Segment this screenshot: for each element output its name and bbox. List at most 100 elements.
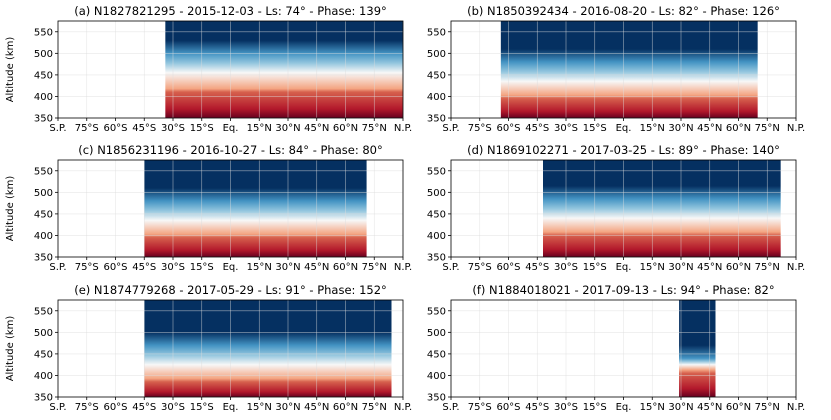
x-tick-label: 30°S xyxy=(554,123,578,134)
panel-b: S.P. 75°S 60°S 45°S 30°S 15°S Eq. 15°N 30°N 45°N 6… xyxy=(427,4,805,134)
x-tick-label: 30°N xyxy=(275,402,300,413)
y-tick-label: 350 xyxy=(427,253,446,264)
y-tick-label: 400 xyxy=(427,371,446,382)
x-tick-label: 60°S xyxy=(496,262,520,273)
y-tick-label: 500 xyxy=(427,328,446,339)
x-tick-label: 75°S xyxy=(75,262,99,273)
heatmap-field xyxy=(144,300,392,397)
x-tick-label: 75°N xyxy=(362,123,387,134)
heatmap-field xyxy=(543,160,781,257)
y-tick-label: 500 xyxy=(34,328,53,339)
x-tick-label: 75°S xyxy=(468,123,492,134)
x-tick-label: 30°S xyxy=(554,402,578,413)
y-tick-label: 500 xyxy=(427,188,446,199)
y-tick-label: 400 xyxy=(427,231,446,242)
y-axis-label: Altitude (km) xyxy=(5,316,16,382)
panel-title: (f) N1884018021 - 2017-09-13 - Ls: 94° -… xyxy=(472,283,774,297)
x-tick-label: 60°S xyxy=(496,402,520,413)
y-tick-label: 450 xyxy=(34,70,53,81)
y-tick-label: 500 xyxy=(427,49,446,60)
x-tick-label: N.P. xyxy=(787,262,805,273)
x-tick-label: 60°N xyxy=(726,123,751,134)
x-tick-label: 30°S xyxy=(161,262,185,273)
y-tick-label: 400 xyxy=(34,92,53,103)
x-tick-label: 60°S xyxy=(496,123,520,134)
x-tick-label: 75°N xyxy=(755,262,780,273)
x-tick-label: 30°N xyxy=(275,262,300,273)
x-tick-label: 60°N xyxy=(726,402,751,413)
panel-f: S.P. 75°S 60°S 45°S 30°S 15°S Eq. 15°N 30°N 45°N 6… xyxy=(427,283,805,413)
x-tick-label: 45°S xyxy=(132,262,156,273)
x-tick-label: 30°N xyxy=(668,123,693,134)
heatmap-field xyxy=(165,21,403,118)
x-tick-label: 15°N xyxy=(247,123,272,134)
x-tick-label: N.P. xyxy=(394,262,412,273)
x-tick-label: 45°S xyxy=(132,402,156,413)
x-tick-label: 30°S xyxy=(161,402,185,413)
x-tick-label: 15°S xyxy=(583,262,607,273)
x-tick-label: S.P. xyxy=(442,402,459,413)
y-tick-label: 550 xyxy=(34,306,53,317)
x-tick-label: Eq. xyxy=(223,123,239,134)
panel-title: (c) N1856231196 - 2016-10-27 - Ls: 84° -… xyxy=(78,143,383,157)
panel-e: S.P. 75°S 60°S 45°S 30°S 15°S Eq. 15°N 30°N 45°N 6… xyxy=(5,283,412,413)
y-tick-label: 500 xyxy=(34,49,53,60)
x-tick-label: 75°S xyxy=(468,402,492,413)
x-tick-label: 15°N xyxy=(640,262,665,273)
x-tick-label: 75°S xyxy=(75,123,99,134)
x-tick-label: 45°S xyxy=(132,123,156,134)
x-tick-label: 60°N xyxy=(333,402,358,413)
x-tick-label: Eq. xyxy=(223,402,239,413)
y-tick-label: 350 xyxy=(34,393,53,404)
x-tick-label: N.P. xyxy=(787,123,805,134)
y-tick-label: 400 xyxy=(427,92,446,103)
x-tick-label: Eq. xyxy=(616,262,632,273)
x-tick-label: 45°N xyxy=(697,402,722,413)
y-tick-label: 350 xyxy=(34,114,53,125)
x-tick-label: S.P. xyxy=(442,262,459,273)
x-tick-label: 75°N xyxy=(755,402,780,413)
x-tick-label: 15°N xyxy=(247,402,272,413)
x-tick-label: 15°S xyxy=(583,123,607,134)
x-tick-label: N.P. xyxy=(394,123,412,134)
x-tick-label: 15°N xyxy=(640,123,665,134)
heatmap-field xyxy=(144,160,367,257)
y-tick-label: 350 xyxy=(34,253,53,264)
heatmap-field xyxy=(679,300,716,397)
x-tick-label: 15°S xyxy=(190,123,214,134)
y-tick-label: 350 xyxy=(427,114,446,125)
x-tick-label: 75°N xyxy=(362,402,387,413)
x-tick-label: Eq. xyxy=(223,262,239,273)
y-tick-label: 450 xyxy=(34,209,53,220)
x-tick-label: Eq. xyxy=(616,123,632,134)
x-tick-label: 45°S xyxy=(525,262,549,273)
x-tick-label: 45°N xyxy=(304,123,329,134)
x-tick-label: 15°S xyxy=(583,402,607,413)
y-tick-label: 450 xyxy=(427,70,446,81)
x-tick-label: 60°N xyxy=(726,262,751,273)
x-tick-label: 60°S xyxy=(103,123,127,134)
x-tick-label: 60°S xyxy=(103,262,127,273)
x-tick-label: 75°N xyxy=(362,262,387,273)
x-tick-label: 30°S xyxy=(161,123,185,134)
x-tick-label: 45°N xyxy=(304,262,329,273)
heatmap-field xyxy=(500,21,758,118)
x-tick-label: 30°N xyxy=(668,402,693,413)
y-axis-label: Altitude (km) xyxy=(5,176,16,242)
y-tick-label: 550 xyxy=(427,166,446,177)
panel-a: S.P. 75°S 60°S 45°S 30°S 15°S Eq. 15°N 30°N 45°N 6… xyxy=(5,4,412,134)
x-tick-label: Eq. xyxy=(616,402,632,413)
x-tick-label: 30°N xyxy=(275,123,300,134)
panel-title: (a) N1827821295 - 2015-12-03 - Ls: 74° -… xyxy=(74,4,387,18)
x-tick-label: 15°N xyxy=(247,262,272,273)
x-tick-label: S.P. xyxy=(442,123,459,134)
panel-title: (d) N1869102271 - 2017-03-25 - Ls: 89° -… xyxy=(467,143,780,157)
x-tick-label: 60°N xyxy=(333,123,358,134)
y-tick-label: 550 xyxy=(34,166,53,177)
x-tick-label: 75°N xyxy=(755,123,780,134)
x-tick-label: 15°N xyxy=(640,402,665,413)
x-tick-label: 45°N xyxy=(304,402,329,413)
x-tick-label: S.P. xyxy=(49,262,66,273)
panel-title: (b) N1850392434 - 2016-08-20 - Ls: 82° -… xyxy=(467,4,780,18)
